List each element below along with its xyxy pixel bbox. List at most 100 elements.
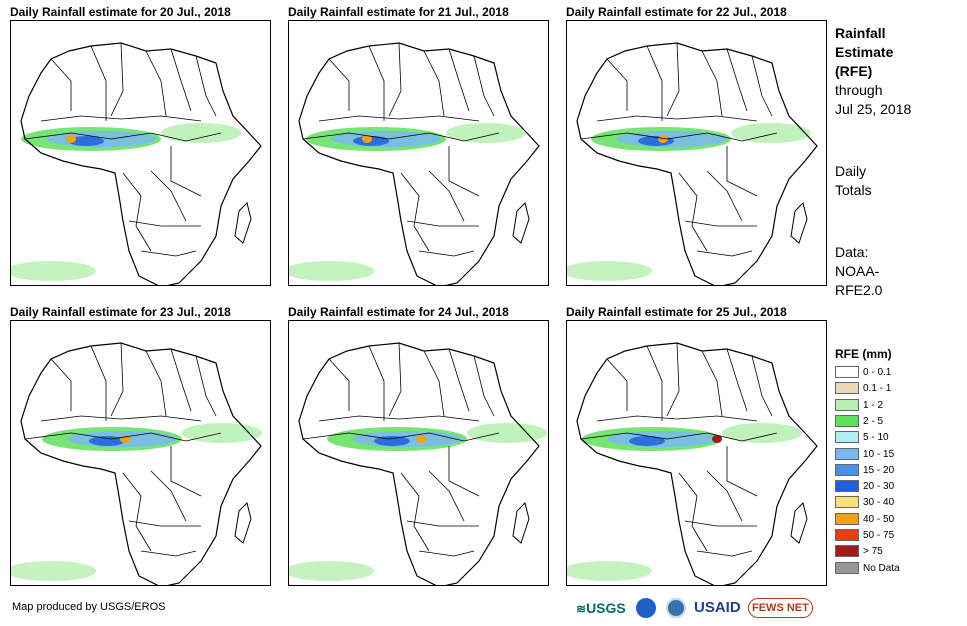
country-border: [726, 348, 748, 412]
legend-swatch: [835, 529, 859, 541]
rainfall-area: [11, 561, 96, 581]
totals-label: Totals: [835, 182, 872, 198]
data-label: Data:: [835, 244, 869, 260]
legend-label: 15 - 20: [863, 464, 895, 476]
country-border: [684, 520, 757, 527]
madagascar: [790, 202, 808, 244]
country-border: [696, 550, 753, 557]
legend-label: > 75: [863, 546, 883, 558]
usgs-logo: ≋USGS: [576, 600, 626, 616]
country-border: [140, 250, 197, 257]
logo-strip: ≋USGS USAID FEWS NET: [576, 596, 826, 620]
country-border: [448, 146, 480, 197]
country-border: [145, 50, 167, 117]
legend-swatch: [835, 463, 859, 476]
country-border: [318, 415, 480, 422]
africa-map: [289, 342, 547, 585]
dhs-seal-logo: [666, 598, 686, 618]
country-border: [696, 250, 753, 257]
legend-swatch: [835, 414, 859, 427]
country-border: [428, 170, 465, 222]
legend-label: 20 - 30: [863, 481, 895, 493]
country-border: [706, 170, 743, 222]
panel-title: Daily Rainfall estimate for 20 Jul., 201…: [10, 5, 231, 19]
rainfall-peak: [362, 135, 372, 143]
country-border: [751, 355, 773, 417]
fews-net-logo: FEWS NET: [748, 598, 813, 618]
rainfall-peak: [658, 135, 668, 143]
country-border: [90, 345, 107, 421]
country-border: [726, 146, 758, 197]
country-border: [24, 432, 222, 442]
legend-item: 0 - 0.1: [835, 366, 891, 379]
country-border: [122, 172, 152, 252]
country-border: [473, 55, 495, 117]
country-border: [666, 342, 680, 417]
panel-title: Daily Rainfall estimate for 21 Jul., 201…: [288, 5, 509, 19]
panel-title: Daily Rainfall estimate for 25 Jul., 201…: [566, 305, 787, 319]
rainfall-area: [68, 136, 104, 146]
country-border: [110, 42, 124, 117]
legend-item: 50 - 75: [835, 529, 894, 542]
usaid-logo: USAID: [694, 599, 741, 616]
daily-totals: Daily Totals: [835, 162, 872, 200]
side-description: Rainfall Estimate (RFE) through Jul 25, …: [835, 24, 911, 119]
africa-map: [11, 342, 262, 585]
country-border: [24, 132, 222, 142]
country-border: [701, 350, 723, 417]
rainfall-area: [567, 561, 652, 581]
country-border: [646, 45, 663, 121]
country-border: [128, 520, 201, 527]
country-border: [684, 220, 757, 227]
legend-label: No Data: [863, 562, 900, 574]
legend-swatch: [835, 431, 859, 444]
legend-swatch: [835, 480, 859, 493]
title-estimate: Estimate: [835, 44, 894, 60]
legend-item: 0.1 - 1: [835, 382, 891, 395]
data-source: Data: NOAA- RFE2.0: [835, 243, 882, 300]
country-border: [701, 50, 723, 117]
madagascar: [512, 202, 530, 244]
country-border: [596, 415, 758, 422]
country-border: [423, 350, 445, 417]
country-border: [140, 550, 197, 557]
country-border: [145, 350, 167, 417]
panel-title: Daily Rainfall estimate for 23 Jul., 201…: [10, 305, 231, 319]
country-border: [122, 472, 152, 552]
map-area: [566, 320, 827, 586]
country-border: [423, 50, 445, 117]
legend-item: 40 - 50: [835, 512, 894, 526]
map-area: [288, 20, 549, 286]
map-area: [566, 20, 827, 286]
country-border: [328, 358, 350, 411]
legend-label: 0.1 - 1: [863, 383, 892, 395]
legend-label: 2 - 5: [863, 415, 884, 427]
coastline: [576, 342, 818, 585]
madagascar: [234, 202, 252, 244]
country-border: [400, 172, 430, 252]
country-border: [646, 345, 663, 421]
rainfall-area: [289, 261, 374, 281]
legend-item: 20 - 30: [835, 480, 894, 493]
legend-item: 5 - 10: [835, 431, 889, 444]
rainfall-area: [161, 123, 241, 143]
legend-swatch: [835, 382, 859, 395]
madagascar: [512, 502, 530, 544]
map-panel-5: Daily Rainfall estimate for 24 Jul., 201…: [288, 304, 549, 587]
country-border: [150, 470, 187, 522]
country-border: [580, 432, 778, 442]
rainfall-area: [567, 261, 652, 281]
legend-item: 2 - 5: [835, 414, 884, 428]
country-border: [400, 472, 430, 552]
map-panel-2: Daily Rainfall estimate for 21 Jul., 201…: [288, 4, 549, 287]
country-border: [50, 358, 72, 411]
map-panel-4: Daily Rainfall estimate for 23 Jul., 201…: [10, 304, 271, 587]
coastline: [576, 42, 818, 285]
country-border: [40, 415, 202, 422]
country-border: [406, 220, 479, 227]
data-source-line2: RFE2.0: [835, 282, 883, 298]
legend-label: 50 - 75: [863, 530, 895, 541]
country-border: [150, 170, 187, 222]
legend-swatch: [835, 561, 859, 574]
rainfall-area: [182, 423, 262, 443]
